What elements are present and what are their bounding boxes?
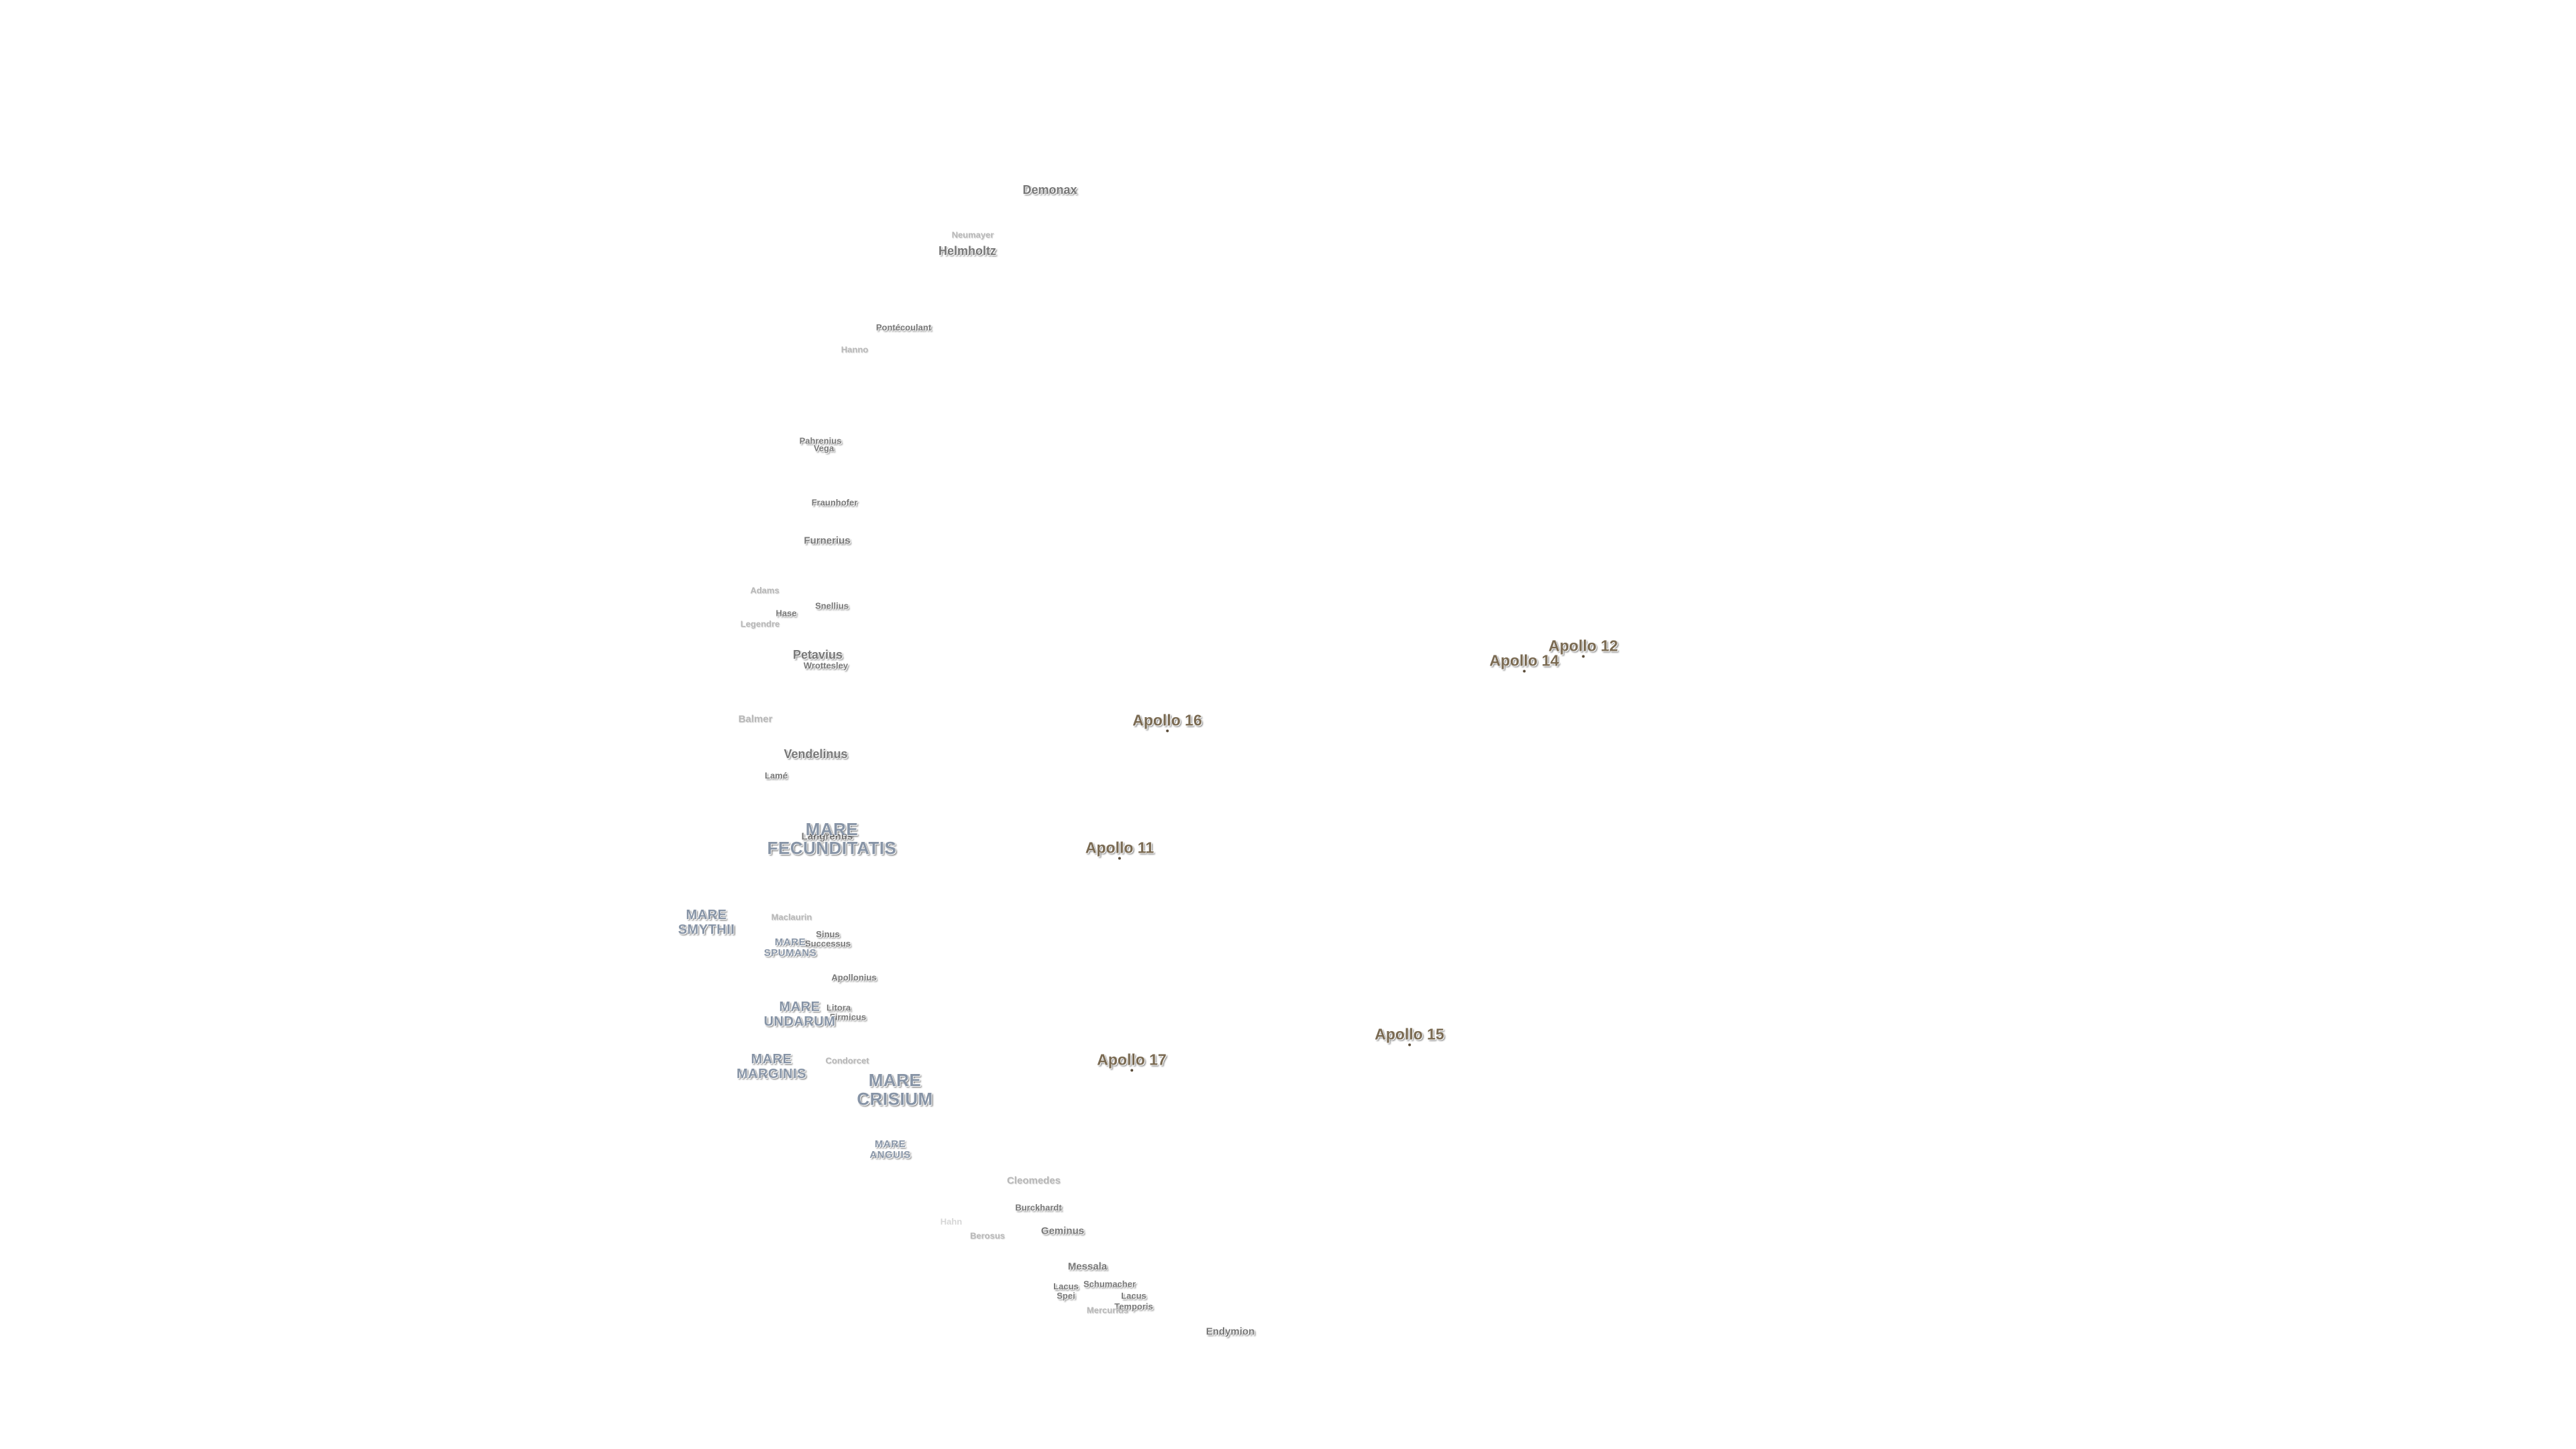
mare-label-smythii[interactable]: MARE SMYTHII <box>678 908 735 937</box>
mare-label-fecunditatis[interactable]: MARE FECUNDITATIS <box>767 819 897 858</box>
crater-label-sinus-successus[interactable]: Sinus Successus <box>805 929 851 949</box>
crater-label-schumacher[interactable]: Schumacher <box>1083 1279 1136 1289</box>
crater-label-furnerius[interactable]: Furnerius <box>804 535 851 547</box>
apollo-site-17-label: Apollo 17 <box>1097 1051 1167 1069</box>
apollo-site-17[interactable]: Apollo 17 <box>1097 1051 1167 1072</box>
crater-label-vendelinus[interactable]: Vendelinus <box>784 747 848 761</box>
landing-marker-icon <box>1581 655 1585 658</box>
crater-label-helmholtz[interactable]: Helmholtz <box>938 244 997 258</box>
crater-label-lacus-temporis[interactable]: Lacus Temporis <box>1114 1291 1153 1311</box>
crater-label-messala[interactable]: Messala <box>1067 1260 1108 1273</box>
landing-marker-icon <box>1165 729 1169 733</box>
apollo-site-11-label: Apollo 11 <box>1085 839 1155 857</box>
crater-label-apollonius[interactable]: Apollonius <box>831 972 877 983</box>
crater-label-wrottesley[interactable]: Wrottesley <box>803 660 849 671</box>
apollo-site-15[interactable]: Apollo 15 <box>1375 1025 1444 1046</box>
crater-label-endymion[interactable]: Endymion <box>1205 1326 1255 1338</box>
apollo-site-12-label: Apollo 12 <box>1548 637 1618 655</box>
crater-label-lacus-spei[interactable]: Lacus Spei <box>1053 1281 1079 1301</box>
landing-marker-icon <box>1118 857 1121 860</box>
crater-label-geminus[interactable]: Geminus <box>1040 1225 1085 1237</box>
crater-label-demonax[interactable]: Demonax <box>1022 183 1077 197</box>
crater-label-langrenus[interactable]: Langrenus <box>801 830 853 843</box>
crater-label-fraunhofer[interactable]: Fraunhofer <box>811 497 858 508</box>
mare-label-spumans[interactable]: MARE SPUMANS <box>763 936 817 959</box>
apollo-site-12[interactable]: Apollo 12 <box>1548 637 1618 658</box>
crater-label-pahrenius[interactable]: Pahrenius <box>799 435 842 446</box>
crater-label-berosus[interactable]: Berosus <box>969 1230 1006 1241</box>
mare-label-anguis[interactable]: MARE ANGUIS <box>869 1138 911 1161</box>
apollo-site-15-label: Apollo 15 <box>1375 1025 1444 1043</box>
apollo-site-16-label: Apollo 16 <box>1132 711 1202 729</box>
crater-label-pontecoulant[interactable]: Pontécoulant <box>875 322 932 333</box>
crater-label-vega[interactable]: Vega <box>813 443 835 453</box>
crater-label-maclaurin[interactable]: Maclaurin <box>771 912 812 922</box>
apollo-site-16[interactable]: Apollo 16 <box>1132 711 1202 733</box>
crater-label-snellius[interactable]: Snellius <box>815 600 849 611</box>
mare-label-crisium[interactable]: MARE CRISIUM <box>857 1070 933 1109</box>
mare-label-marginis[interactable]: MARE MARGINIS <box>737 1052 806 1081</box>
apollo-site-14[interactable]: Apollo 14 <box>1489 651 1559 673</box>
landing-marker-icon <box>1130 1069 1133 1072</box>
crater-label-mercurius[interactable]: Mercurius <box>1086 1305 1129 1316</box>
crater-label-hase[interactable]: Hase <box>775 608 797 619</box>
crater-label-hahn[interactable]: Hahn <box>940 1216 963 1227</box>
crater-label-legendre[interactable]: Legendre <box>740 619 780 629</box>
crater-label-petavius[interactable]: Petavius <box>792 648 843 661</box>
mare-label-undarum[interactable]: MARE UNDARUM <box>763 1000 836 1029</box>
crater-label-firmicus[interactable]: Firmicus <box>829 1012 867 1022</box>
crater-label-balmer[interactable]: Balmer <box>738 713 773 725</box>
crater-label-litora[interactable]: Litora <box>826 1002 851 1013</box>
crater-label-cleomedes[interactable]: Cleomedes <box>1006 1175 1061 1187</box>
crater-label-lame[interactable]: Lamé <box>765 770 788 781</box>
apollo-site-11[interactable]: Apollo 11 <box>1085 839 1155 860</box>
crater-label-condorcet[interactable]: Condorcet <box>825 1055 869 1066</box>
crater-label-adams[interactable]: Adams <box>750 585 780 596</box>
crater-label-burckhardt[interactable]: Burckhardt <box>1015 1202 1062 1213</box>
apollo-site-14-label: Apollo 14 <box>1489 651 1559 669</box>
landing-marker-icon <box>1407 1043 1411 1046</box>
landing-marker-icon <box>1522 669 1525 673</box>
crater-label-hanno[interactable]: Hanno <box>841 344 869 355</box>
crater-label-neumayer[interactable]: Neumayer <box>951 229 994 240</box>
